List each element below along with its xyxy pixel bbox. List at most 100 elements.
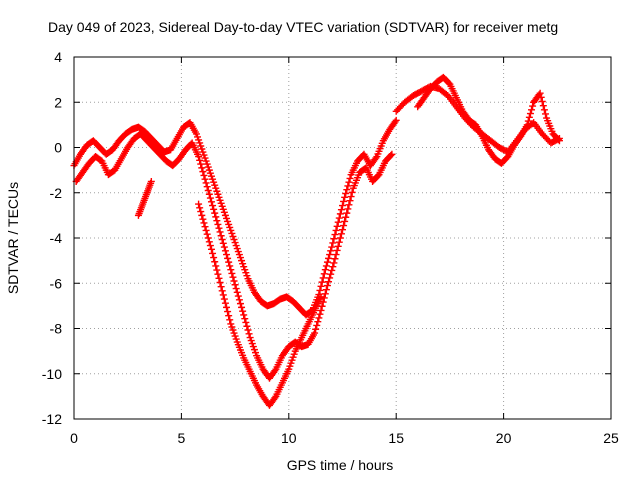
- series-track-e: [414, 73, 563, 167]
- data-point: [347, 193, 355, 201]
- data-point: [205, 190, 213, 198]
- y-axis-label: SDTVAR / TECUs: [5, 182, 21, 294]
- data-point: [337, 230, 345, 238]
- data-point: [335, 238, 343, 246]
- data-point: [317, 293, 325, 301]
- data-point: [241, 315, 249, 323]
- data-point: [210, 205, 218, 213]
- data-point: [317, 306, 325, 314]
- data-point: [340, 197, 348, 205]
- data-layer: [70, 73, 563, 409]
- data-point: [244, 326, 252, 334]
- series-track-b: [72, 130, 396, 382]
- data-point: [388, 150, 396, 158]
- data-point: [217, 232, 225, 240]
- data-point: [201, 175, 209, 183]
- data-point: [328, 243, 336, 251]
- data-point: [238, 303, 246, 311]
- data-point: [195, 200, 203, 208]
- data-point: [554, 136, 562, 144]
- data-point: [329, 239, 337, 247]
- data-point: [528, 106, 536, 114]
- data-point: [218, 236, 226, 244]
- data-point: [271, 367, 279, 375]
- data-point: [333, 246, 341, 254]
- y-tick-label: -8: [50, 321, 63, 337]
- data-point: [391, 118, 399, 126]
- data-point: [210, 254, 218, 262]
- y-tick-label: -12: [42, 411, 62, 427]
- data-point: [220, 243, 228, 251]
- data-point: [225, 258, 233, 266]
- data-point: [342, 213, 350, 221]
- data-point: [224, 308, 232, 316]
- data-point: [209, 249, 217, 257]
- data-point: [332, 251, 340, 259]
- data-point: [206, 242, 214, 250]
- data-point: [317, 282, 325, 290]
- data-point: [203, 183, 211, 191]
- data-point: [348, 188, 356, 196]
- data-point: [323, 282, 331, 290]
- data-point: [215, 224, 223, 232]
- data-point: [199, 215, 207, 223]
- data-point: [392, 116, 400, 124]
- data-point: [313, 321, 321, 329]
- data-point: [326, 251, 334, 259]
- data-point: [217, 283, 225, 291]
- data-point: [221, 299, 229, 307]
- data-point: [344, 182, 352, 190]
- data-point: [337, 206, 345, 214]
- data-point: [526, 110, 534, 118]
- data-point: [230, 277, 238, 285]
- x-tick-label: 25: [603, 430, 619, 446]
- data-point: [223, 303, 231, 311]
- data-point: [321, 290, 329, 298]
- data-point: [216, 278, 224, 286]
- data-point: [523, 121, 531, 129]
- data-point: [212, 262, 220, 270]
- data-point: [242, 318, 250, 326]
- y-tick-label: -4: [50, 230, 63, 246]
- data-point: [200, 219, 208, 227]
- data-point: [539, 102, 547, 110]
- data-point: [343, 186, 351, 194]
- data-point: [323, 258, 331, 266]
- data-point: [331, 255, 339, 263]
- data-point: [318, 278, 326, 286]
- data-point: [387, 151, 395, 159]
- x-axis-label: GPS time / hours: [287, 457, 394, 473]
- data-point: [525, 113, 533, 121]
- data-point: [330, 259, 338, 267]
- data-point: [331, 231, 339, 239]
- data-point: [325, 278, 333, 286]
- data-point: [336, 210, 344, 218]
- data-point: [235, 296, 243, 304]
- data-point: [342, 190, 350, 198]
- data-point: [227, 266, 235, 274]
- data-point: [205, 238, 213, 246]
- data-point: [219, 291, 227, 299]
- data-point: [330, 235, 338, 243]
- data-point: [319, 274, 327, 282]
- data-point: [271, 394, 279, 402]
- data-point: [203, 230, 211, 238]
- data-point: [236, 300, 244, 308]
- data-point: [327, 247, 335, 255]
- data-point: [326, 274, 334, 282]
- y-tick-label: -6: [50, 275, 63, 291]
- data-point: [219, 239, 227, 247]
- data-point: [216, 228, 224, 236]
- data-point: [315, 314, 323, 322]
- data-point: [198, 211, 206, 219]
- data-point: [311, 329, 319, 337]
- data-point: [224, 254, 232, 262]
- data-point: [555, 137, 563, 145]
- data-point: [245, 330, 253, 338]
- chart-title: Day 049 of 2023, Sidereal Day-to-day VTE…: [48, 19, 558, 35]
- data-point: [334, 242, 342, 250]
- y-tick-label: 0: [54, 140, 62, 156]
- data-point: [197, 160, 205, 168]
- data-point: [335, 214, 343, 222]
